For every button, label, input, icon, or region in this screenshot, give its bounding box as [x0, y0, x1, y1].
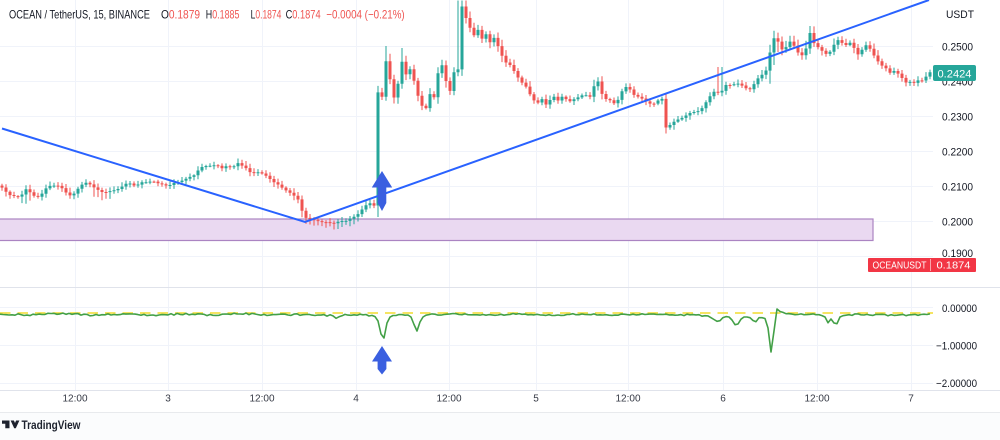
svg-text:0.1900: 0.1900 — [942, 248, 973, 260]
svg-text:7: 7 — [908, 394, 914, 405]
svg-text:L0.1874: L0.1874 — [251, 8, 282, 22]
svg-text:0.2424: 0.2424 — [938, 69, 972, 81]
svg-text:12:00: 12:00 — [249, 394, 274, 405]
svg-text:TradingView: TradingView — [22, 420, 81, 432]
svg-text:−1.00000: −1.00000 — [936, 341, 977, 353]
svg-text:C0.1874: C0.1874 — [286, 8, 321, 22]
svg-text:USDT: USDT — [946, 9, 974, 21]
svg-text:12:00: 12:00 — [62, 394, 87, 405]
svg-text:4: 4 — [353, 394, 359, 405]
svg-text:12:00: 12:00 — [615, 394, 640, 405]
svg-text:5: 5 — [533, 394, 539, 405]
svg-text:0.2300: 0.2300 — [942, 112, 973, 124]
svg-text:3: 3 — [165, 394, 171, 405]
svg-text:12:00: 12:00 — [436, 394, 461, 405]
svg-text:0.2000: 0.2000 — [942, 217, 973, 229]
svg-text:6: 6 — [720, 394, 726, 405]
svg-text:−2.00000: −2.00000 — [936, 378, 977, 390]
svg-text:0.1874: 0.1874 — [937, 260, 971, 272]
svg-text:0.00000: 0.00000 — [942, 303, 977, 315]
svg-text:O0.1879: O0.1879 — [161, 8, 200, 22]
svg-text:H0.1885: H0.1885 — [206, 8, 240, 22]
svg-text:12:00: 12:00 — [804, 394, 829, 405]
svg-text:0.2100: 0.2100 — [942, 182, 973, 194]
svg-text:−0.0004 (−0.21%): −0.0004 (−0.21%) — [326, 8, 404, 22]
svg-text:0.2200: 0.2200 — [942, 147, 973, 159]
svg-text:0.2500: 0.2500 — [942, 42, 973, 54]
svg-text:OCEANUSDT: OCEANUSDT — [873, 261, 927, 272]
svg-text:OCEAN / TetherUS, 15, BINANCE: OCEAN / TetherUS, 15, BINANCE — [9, 8, 150, 22]
